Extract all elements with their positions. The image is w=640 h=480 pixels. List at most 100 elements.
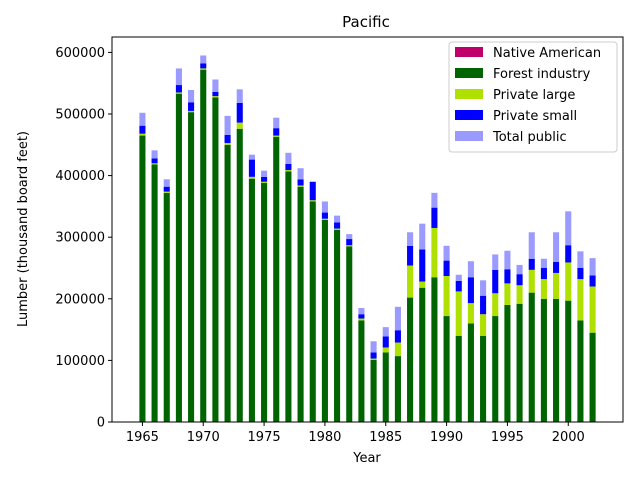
bar-1985-series-4: [382, 327, 389, 337]
y-tick-label: 0: [97, 416, 105, 431]
bar-1970-series-4: [200, 55, 207, 64]
x-axis-ticks: 1965 1970 1975 1980 1985 1990 1995 2000: [126, 422, 585, 445]
legend-label: Forest industry: [493, 67, 591, 82]
bar-1975-series-2: [261, 181, 268, 183]
x-tick-label: 1965: [126, 430, 159, 445]
bar-1983-series-2: [358, 318, 365, 321]
bar-1998-series-1: [540, 298, 547, 422]
bar-1972-series-3: [224, 134, 231, 143]
bar-1986-series-3: [394, 330, 401, 343]
bar-1992-series-4: [467, 261, 474, 278]
bar-1973-series-3: [236, 102, 243, 123]
bar-1978-series-1: [297, 186, 304, 422]
bar-1973-series-2: [236, 122, 243, 129]
y-tick-label: 600000: [55, 46, 105, 61]
bar-1984-series-4: [370, 341, 377, 353]
bar-1974-series-3: [248, 159, 255, 177]
bar-1990-series-2: [443, 276, 450, 317]
bar-1966-series-3: [151, 158, 158, 164]
bar-1989-series-4: [431, 192, 438, 208]
bar-1989-series-3: [431, 207, 438, 228]
bar-1981-series-3: [334, 222, 341, 229]
legend-swatch: [455, 131, 483, 141]
x-tick-label: 2000: [552, 430, 585, 445]
bar-2002-series-1: [589, 332, 596, 422]
bar-1967-series-1: [163, 192, 170, 422]
bar-1979-series-1: [309, 201, 316, 422]
bar-1970-series-1: [200, 69, 207, 423]
y-tick-label: 100000: [55, 354, 105, 369]
bar-1996-series-3: [516, 274, 523, 286]
bar-1998-series-4: [540, 258, 547, 268]
bar-1977-series-2: [285, 170, 292, 172]
bar-1996-series-1: [516, 303, 523, 422]
bar-1966-series-1: [151, 164, 158, 422]
bar-1999-series-2: [553, 272, 560, 299]
bar-1993-series-4: [480, 280, 487, 296]
bar-1967-series-2: [163, 191, 170, 193]
bar-1989-series-1: [431, 277, 438, 422]
bar-1999-series-1: [553, 298, 560, 422]
bar-1968-series-1: [175, 93, 182, 423]
bar-1999-series-3: [553, 261, 560, 273]
legend-label: Total public: [492, 130, 567, 145]
bar-1991-series-3: [455, 280, 462, 292]
bar-1993-series-2: [480, 314, 487, 336]
bar-1997-series-3: [528, 258, 535, 270]
bar-1967-series-4: [163, 179, 170, 187]
y-tick-label: 200000: [55, 292, 105, 307]
bar-1975-series-4: [261, 170, 268, 177]
bar-1983-series-4: [358, 308, 365, 315]
bar-2001-series-1: [577, 320, 584, 422]
bar-1987-series-3: [407, 245, 414, 266]
bar-1983-series-1: [358, 320, 365, 422]
legend-frame: [448, 41, 618, 153]
bar-1982-series-4: [346, 234, 353, 240]
bar-1986-series-4: [394, 306, 401, 331]
legend-swatch: [455, 47, 483, 57]
legend-swatch: [455, 89, 483, 99]
bar-1988-series-1: [419, 287, 426, 422]
bar-1973-series-1: [236, 128, 243, 422]
bar-1990-series-1: [443, 316, 450, 422]
bar-1978-series-3: [297, 179, 304, 186]
bar-2001-series-2: [577, 279, 584, 321]
bar-1968-series-4: [175, 68, 182, 86]
x-tick-label: 1990: [430, 430, 463, 445]
bar-1966-series-2: [151, 163, 158, 165]
bar-1967-series-3: [163, 186, 170, 192]
bar-1969-series-4: [188, 89, 195, 103]
bar-1965-series-3: [139, 125, 146, 134]
bar-1972-series-1: [224, 144, 231, 423]
legend-label: Native American: [493, 46, 601, 61]
bar-1970-series-2: [200, 68, 207, 70]
bar-1976-series-2: [273, 135, 280, 137]
bar-1994-series-4: [492, 254, 499, 270]
bar-1982-series-1: [346, 246, 353, 422]
bar-1982-series-3: [346, 239, 353, 246]
y-axis-ticks: 0 100000 200000 300000 400000 500000 600000: [55, 46, 112, 431]
bar-1978-series-2: [297, 185, 304, 187]
bar-1980-series-3: [321, 212, 328, 219]
bar-1979-series-3: [309, 181, 316, 201]
bar-1969-series-1: [188, 112, 195, 423]
y-tick-label: 400000: [55, 169, 105, 184]
bar-1980-series-1: [321, 219, 328, 422]
plot-frame: [111, 36, 624, 423]
bar-1975-series-1: [261, 182, 268, 422]
bar-1980-series-4: [321, 201, 328, 213]
bar-1978-series-4: [297, 168, 304, 180]
bars-group: [139, 55, 596, 423]
bar-1991-series-4: [455, 274, 462, 281]
bar-1988-series-4: [419, 223, 426, 250]
bar-1987-series-1: [407, 297, 414, 422]
bar-1997-series-1: [528, 292, 535, 422]
x-tick-label: 1975: [248, 430, 281, 445]
bar-1989-series-2: [431, 227, 438, 278]
bar-1988-series-2: [419, 281, 426, 288]
bar-1993-series-3: [480, 295, 487, 315]
bar-1988-series-3: [419, 249, 426, 282]
bar-1966-series-4: [151, 150, 158, 159]
bar-1992-series-1: [467, 323, 474, 422]
